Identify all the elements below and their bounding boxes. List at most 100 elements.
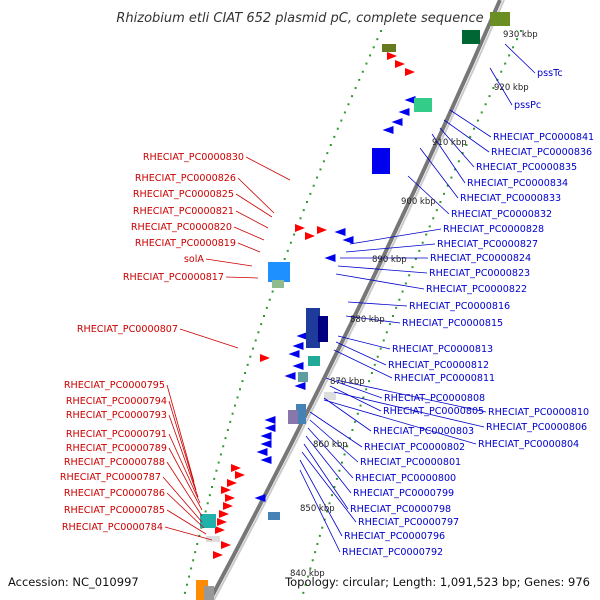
forward-gene-4 [382, 126, 394, 134]
leader-line-left [166, 509, 207, 535]
leader-line-right [449, 109, 492, 138]
cog-track-inner-dot [519, 30, 522, 32]
gene-label-left[interactable]: RHECIAT_PC0000819 [135, 238, 236, 249]
cog-track-inner-dot [516, 38, 519, 41]
gene-label-right[interactable]: RHECIAT_PC0000797 [358, 517, 459, 528]
cog-track-inner-dot [395, 306, 398, 309]
reverse-gene-15 [217, 518, 227, 526]
cog-track-outer-dot [198, 534, 201, 537]
cog-track-inner-dot [418, 249, 421, 252]
gene-label-right[interactable]: RHECIAT_PC0000792 [342, 547, 443, 558]
gene-label-right[interactable]: RHECIAT_PC0000816 [409, 301, 510, 312]
gene-label-right[interactable]: RHECIAT_PC0000810 [488, 407, 589, 418]
cog-track-outer-dot [271, 290, 274, 293]
cog-track-inner-dot [330, 494, 333, 497]
gene-block-15 [268, 512, 280, 520]
cog-track-inner-dot [461, 152, 464, 155]
cog-track-inner-dot [465, 144, 468, 146]
cog-track-outer-dot [309, 192, 312, 195]
gene-label-right[interactable]: RHECIAT_PC0000813 [392, 344, 493, 355]
gene-block-9 [318, 316, 328, 342]
cog-track-outer-dot [226, 429, 229, 431]
gene-label-right[interactable]: RHECIAT_PC0000808 [384, 393, 485, 404]
gene-label-left[interactable]: RHECIAT_PC0000787 [60, 472, 161, 483]
cog-track-inner-dot [326, 510, 329, 513]
cog-track-inner-dot [365, 388, 368, 391]
cog-track-inner-dot [398, 298, 401, 301]
gene-label-left[interactable]: RHECIAT_PC0000807 [77, 324, 178, 335]
gene-label-right[interactable]: RHECIAT_PC0000834 [467, 178, 568, 189]
gene-label-left[interactable]: RHECIAT_PC0000785 [64, 505, 165, 516]
gene-label-right[interactable]: RHECIAT_PC0000800 [355, 473, 456, 484]
cog-track-outer-dot [376, 38, 379, 41]
gene-label-right[interactable]: RHECIAT_PC0000824 [430, 253, 531, 264]
leader-line-left [164, 526, 213, 541]
cog-track-outer-dot [299, 217, 302, 220]
leader-line-right [301, 451, 357, 523]
gene-label-left[interactable]: solA [184, 254, 205, 265]
cog-track-outer-dot [241, 380, 244, 383]
gene-label-right[interactable]: RHECIAT_PC0000803 [373, 426, 474, 437]
cog-track-outer-dot [251, 347, 254, 350]
gene-label-left[interactable]: RHECIAT_PC0000830 [143, 152, 244, 163]
gene-label-right[interactable]: RHECIAT_PC0000802 [364, 442, 465, 453]
gene-label-right[interactable]: pssTc [537, 68, 563, 79]
gene-label-left[interactable]: RHECIAT_PC0000786 [64, 488, 165, 499]
cog-track-inner-dot [508, 54, 511, 57]
gene-label-right[interactable]: RHECIAT_PC0000815 [402, 318, 503, 329]
gene-label-right[interactable]: RHECIAT_PC0000801 [360, 457, 461, 468]
reverse-gene-13 [223, 502, 233, 510]
gene-label-right[interactable]: RHECIAT_PC0000828 [443, 224, 544, 235]
gene-label-right[interactable]: RHECIAT_PC0000835 [476, 162, 577, 173]
gene-label-left[interactable]: RHECIAT_PC0000788 [64, 457, 165, 468]
gene-label-right[interactable]: RHECIAT_PC0000796 [344, 531, 445, 542]
gene-label-left[interactable]: RHECIAT_PC0000791 [66, 429, 167, 440]
leader-line-right [335, 273, 425, 290]
cog-track-outer-dot [379, 30, 382, 32]
cog-track-outer-dot [246, 363, 249, 366]
gene-label-right[interactable]: RHECIAT_PC0000836 [491, 147, 592, 158]
gene-label-left[interactable]: RHECIAT_PC0000789 [66, 443, 167, 454]
gene-label-left[interactable]: RHECIAT_PC0000793 [66, 410, 167, 421]
gene-label-right[interactable]: RHECIAT_PC0000832 [451, 209, 552, 220]
gene-label-right[interactable]: RHECIAT_PC0000811 [394, 373, 495, 384]
gene-block-17 [206, 536, 220, 542]
gene-label-left[interactable]: RHECIAT_PC0000821 [133, 206, 234, 217]
cog-track-outer-dot [268, 298, 271, 301]
gene-label-left[interactable]: RHECIAT_PC0000820 [131, 222, 232, 233]
cog-track-inner-dot [354, 420, 357, 423]
leader-line-right [443, 119, 490, 153]
gene-label-right[interactable]: RHECIAT_PC0000841 [493, 132, 594, 143]
cog-track-outer-dot [369, 54, 372, 57]
gene-label-left[interactable]: RHECIAT_PC0000784 [62, 522, 163, 533]
gene-label-right[interactable]: RHECIAT_PC0000799 [353, 488, 454, 499]
gene-label-right[interactable]: RHECIAT_PC0000806 [486, 422, 587, 433]
gene-label-left[interactable]: RHECIAT_PC0000817 [123, 272, 224, 283]
gene-label-right[interactable]: RHECIAT_PC0000812 [388, 360, 489, 371]
gene-label-right[interactable]: RHECIAT_PC0000822 [426, 284, 527, 295]
leader-line-right [489, 67, 513, 106]
gene-label-right[interactable]: RHECIAT_PC0000823 [429, 268, 530, 279]
gene-label-right[interactable]: pssPc [514, 100, 541, 111]
kbp-tick-label: 850 kbp [300, 504, 335, 514]
gene-label-right[interactable]: RHECIAT_PC0000827 [437, 239, 538, 250]
cog-track-inner-dot [446, 184, 449, 187]
cog-track-outer-dot [211, 486, 214, 488]
gene-label-right[interactable]: RHECIAT_PC0000833 [460, 193, 561, 204]
cog-track-outer-dot [358, 78, 361, 81]
gene-label-right[interactable]: RHECIAT_PC0000805 [383, 406, 484, 417]
gene-block-19 [204, 586, 214, 600]
forward-gene-20 [254, 494, 266, 502]
gene-label-right[interactable]: RHECIAT_PC0000798 [350, 504, 451, 515]
cog-track-inner-dot [439, 201, 442, 203]
gene-label-right[interactable]: RHECIAT_PC0000804 [478, 439, 579, 450]
backbone-arc-shadow [213, 0, 505, 600]
reverse-gene-9 [235, 471, 245, 479]
gene-label-left[interactable]: RHECIAT_PC0000794 [66, 396, 167, 407]
gene-label-left[interactable]: RHECIAT_PC0000795 [64, 380, 165, 391]
cog-track-inner-dot [307, 575, 310, 578]
gene-label-left[interactable]: RHECIAT_PC0000826 [135, 173, 236, 184]
cog-track-outer-dot [333, 135, 336, 138]
gene-label-left[interactable]: RHECIAT_PC0000825 [133, 189, 234, 200]
